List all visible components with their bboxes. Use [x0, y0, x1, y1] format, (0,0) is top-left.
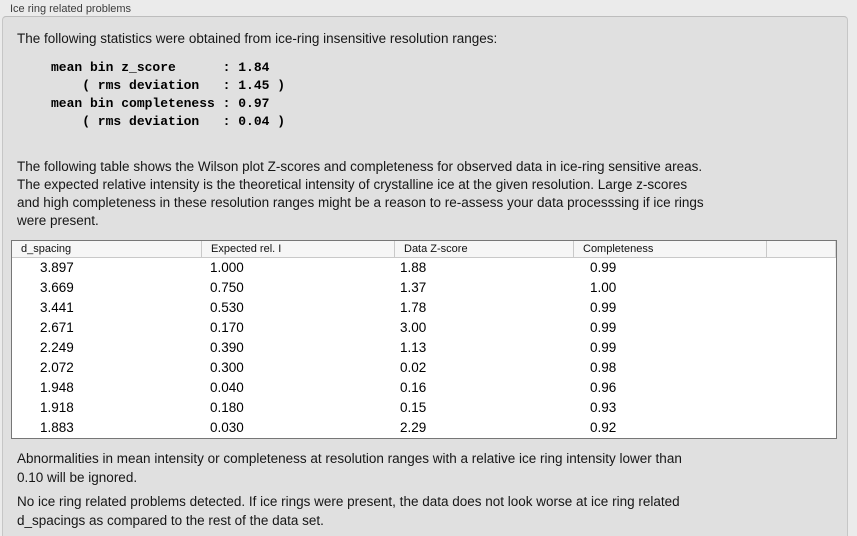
table-cell: 0.530 [210, 300, 244, 315]
table-row[interactable]: 2.072 0.300 0.02 0.98 [12, 358, 836, 378]
table-cell: 0.180 [210, 400, 244, 415]
table-cell: 1.948 [40, 380, 74, 395]
table-header-row: d_spacing Expected rel. I Data Z-score Comp… [12, 241, 836, 258]
table-cell: 0.170 [210, 320, 244, 335]
table-cell: 1.37 [400, 280, 427, 295]
table-cell: 0.02 [400, 360, 427, 375]
table-cell: 1.00 [590, 280, 617, 295]
table-row[interactable]: 1.948 0.040 0.16 0.96 [12, 378, 836, 398]
ice-ring-table[interactable]: d_spacing Expected rel. I Data Z-score Comp… [11, 240, 837, 439]
table-cell: 1.918 [40, 400, 74, 415]
table-row[interactable]: 3.669 0.750 1.37 1.00 [12, 278, 836, 298]
table-row[interactable]: 2.249 0.390 1.13 0.99 [12, 338, 836, 358]
table-cell: 0.93 [590, 400, 617, 415]
column-header-blank[interactable] [767, 241, 836, 257]
table-description-text: The following table shows the Wilson plo… [17, 159, 704, 228]
table-cell [767, 358, 836, 378]
table-cell: 1.78 [400, 300, 427, 315]
table-row[interactable]: 3.441 0.530 1.78 0.99 [12, 298, 836, 318]
table-row[interactable]: 1.918 0.180 0.15 0.93 [12, 398, 836, 418]
table-cell [767, 418, 836, 438]
table-cell: 2.671 [40, 320, 74, 335]
column-header-data-z-score[interactable]: Data Z-score [395, 241, 574, 257]
table-cell: 0.99 [590, 340, 617, 355]
table-cell: 0.040 [210, 380, 244, 395]
table-cell: 0.750 [210, 280, 244, 295]
table-cell: 0.99 [590, 260, 617, 275]
table-cell: 2.072 [40, 360, 74, 375]
table-cell [767, 298, 836, 318]
table-cell: 0.96 [590, 380, 617, 395]
table-row[interactable]: 2.671 0.170 3.00 0.99 [12, 318, 836, 338]
stats-block: mean bin z_score : 1.84 ( rms deviation … [51, 60, 286, 129]
table-row[interactable]: 1.883 0.030 2.29 0.92 [12, 418, 836, 438]
table-cell: 3.441 [40, 300, 74, 315]
table-cell: 3.897 [40, 260, 74, 275]
table-cell: 0.98 [590, 360, 617, 375]
table-cell [767, 398, 836, 418]
column-header-completeness[interactable]: Completeness [574, 241, 767, 257]
table-cell: 2.249 [40, 340, 74, 355]
table-cell: 3.669 [40, 280, 74, 295]
table-cell [767, 278, 836, 298]
table-body: 3.897 1.000 1.88 0.99 3.669 0.750 1.37 1.00 3.44… [12, 258, 836, 438]
table-cell [767, 378, 836, 398]
table-cell [767, 318, 836, 338]
table-cell: 0.99 [590, 320, 617, 335]
table-cell: 1.000 [210, 260, 244, 275]
table-row[interactable]: 3.897 1.000 1.88 0.99 [12, 258, 836, 278]
groupbox-title: Ice ring related problems [10, 3, 132, 15]
table-cell: 0.390 [210, 340, 244, 355]
table-cell: 2.29 [400, 420, 427, 435]
table-cell [767, 258, 836, 278]
conclusion-text: No ice ring related problems detected. I… [17, 494, 680, 528]
table-cell: 0.92 [590, 420, 617, 435]
table-cell: 0.15 [400, 400, 427, 415]
intro-text: The following statistics were obtained f… [17, 31, 498, 46]
table-cell: 0.99 [590, 300, 617, 315]
table-cell: 0.300 [210, 360, 244, 375]
table-cell: 1.88 [400, 260, 427, 275]
column-header-expected-rel-i[interactable]: Expected rel. I [202, 241, 395, 257]
ignore-note-text: Abnormalities in mean intensity or compl… [17, 451, 682, 485]
ice-ring-panel: The following statistics were obtained f… [2, 16, 848, 536]
table-cell: 1.13 [400, 340, 427, 355]
table-cell: 3.00 [400, 320, 427, 335]
table-cell [767, 338, 836, 358]
column-header-d-spacing[interactable]: d_spacing [12, 241, 202, 257]
table-cell: 0.16 [400, 380, 427, 395]
table-cell: 1.883 [40, 420, 74, 435]
table-cell: 0.030 [210, 420, 244, 435]
